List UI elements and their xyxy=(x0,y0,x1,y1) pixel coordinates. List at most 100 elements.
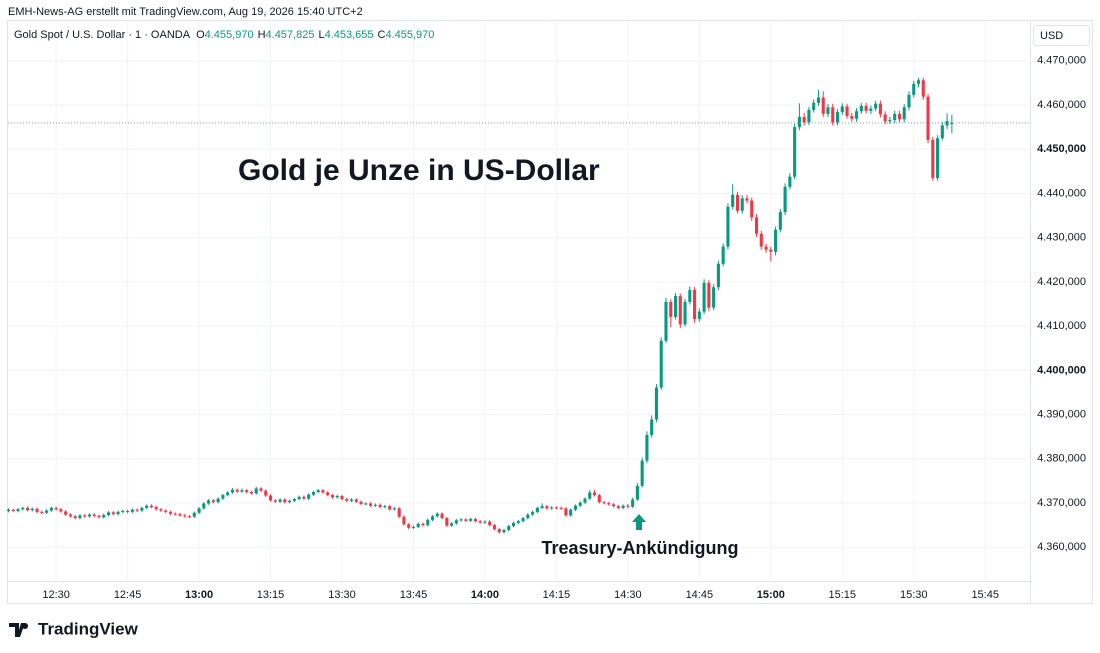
candle-body xyxy=(511,522,516,527)
candle-body xyxy=(940,125,944,139)
candle-body xyxy=(845,106,849,117)
candle-body xyxy=(373,504,377,506)
y-tick-label: 4.370,000 xyxy=(1037,497,1086,509)
candle-body xyxy=(11,509,15,512)
x-tick-label: 14:45 xyxy=(686,589,714,601)
candle-body xyxy=(631,499,635,507)
x-tick-label: 13:00 xyxy=(185,589,213,601)
candle-body xyxy=(149,505,153,508)
candle-body xyxy=(635,485,639,500)
currency: USD xyxy=(1040,30,1063,42)
ohlc-label: L xyxy=(318,29,324,41)
candle-body xyxy=(121,511,125,513)
brand-name: TradingView xyxy=(38,619,139,638)
candle-body xyxy=(883,114,887,122)
x-tick-label: 14:15 xyxy=(543,589,571,601)
candle-body xyxy=(426,519,430,526)
candle-body xyxy=(83,515,87,517)
candle-body xyxy=(87,514,92,517)
source-note: EMH-News-AG erstellt mit TradingView.com… xyxy=(8,6,363,18)
candle-body xyxy=(735,194,740,211)
candle-body xyxy=(478,521,482,523)
candle-body xyxy=(874,103,878,109)
x-tick-label: 14:00 xyxy=(471,589,499,601)
candle-body xyxy=(831,107,835,123)
candle-body xyxy=(435,513,439,517)
candle-body xyxy=(192,512,196,517)
candle-body xyxy=(187,516,192,518)
candle-body xyxy=(283,499,287,503)
annotation-arrow xyxy=(632,514,646,530)
y-tick-label: 4.410,000 xyxy=(1037,320,1086,332)
candle-body xyxy=(383,506,387,508)
candle-body xyxy=(292,499,296,501)
candle-body xyxy=(454,520,458,524)
ohlc-value: 4.455,970 xyxy=(205,29,254,41)
candle-body xyxy=(716,263,720,288)
candle-body xyxy=(583,498,587,503)
candle-body xyxy=(592,492,597,496)
candle-body xyxy=(154,507,158,510)
chart-frame xyxy=(7,20,1093,604)
candle-body xyxy=(712,287,716,308)
candle-body xyxy=(678,296,682,325)
candle-body xyxy=(25,507,30,511)
candle-body xyxy=(888,120,892,122)
y-tick-label: 4.450,000 xyxy=(1037,143,1086,155)
candle-body xyxy=(488,521,492,526)
candle-body xyxy=(626,505,630,507)
candle-body xyxy=(430,516,435,520)
candle-body xyxy=(912,83,916,95)
candle-body xyxy=(392,508,396,510)
candle-body xyxy=(302,496,306,499)
candle-body xyxy=(411,526,416,528)
candle-body xyxy=(569,509,573,516)
candle-body xyxy=(173,513,177,515)
candle-body xyxy=(573,505,578,510)
candle-body xyxy=(507,526,511,531)
x-tick-label: 15:30 xyxy=(900,589,928,601)
ohlc-label: C xyxy=(378,29,386,41)
candle-body xyxy=(731,194,735,207)
candle-body xyxy=(697,311,701,320)
y-tick-label: 4.380,000 xyxy=(1037,453,1086,465)
candle-body xyxy=(445,518,449,526)
candle-body xyxy=(164,510,168,512)
candle-body xyxy=(793,127,797,177)
candle-body xyxy=(40,511,44,513)
candle-body xyxy=(330,495,335,498)
candle-body xyxy=(245,490,249,492)
candle-body xyxy=(268,495,273,501)
currency-box[interactable] xyxy=(1033,25,1090,46)
candle-body xyxy=(140,507,144,511)
candle-body xyxy=(307,494,311,499)
candle-body xyxy=(397,508,401,517)
candle-body xyxy=(893,113,897,121)
candle-body xyxy=(492,525,497,530)
candle-body xyxy=(259,488,263,491)
candle-body xyxy=(16,509,20,512)
candle-body xyxy=(64,511,68,515)
candle-body xyxy=(178,514,182,516)
candle-body xyxy=(49,507,53,511)
candle-body xyxy=(135,509,139,511)
grid xyxy=(8,20,1030,581)
candle-body xyxy=(664,301,668,341)
candle-body xyxy=(30,508,34,511)
candle-body xyxy=(531,511,535,515)
ohlc-value: 4.457,825 xyxy=(266,29,315,41)
candle-body xyxy=(878,103,882,115)
candle-body xyxy=(168,511,173,514)
candle-body xyxy=(588,492,592,499)
candle-body xyxy=(349,499,354,501)
candle-body xyxy=(726,206,730,247)
candle-body xyxy=(207,500,211,504)
x-tick-label: 14:30 xyxy=(614,589,642,601)
candle-body xyxy=(235,489,239,492)
candle-body xyxy=(783,186,787,213)
candle-body xyxy=(669,301,673,317)
annotation: Treasury-Ankündigung xyxy=(541,538,738,558)
y-tick-label: 4.460,000 xyxy=(1037,99,1086,111)
candle-body xyxy=(407,524,411,528)
candle-body xyxy=(21,507,25,510)
